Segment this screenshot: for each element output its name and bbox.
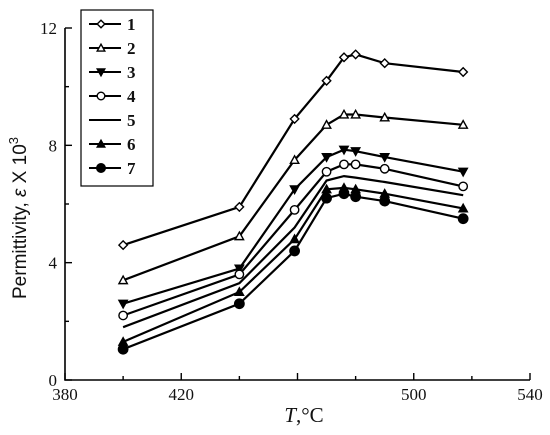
data-point xyxy=(350,108,362,119)
series-line xyxy=(122,192,464,351)
data-point xyxy=(457,213,469,225)
data-point xyxy=(321,153,332,163)
legend-marker xyxy=(96,42,106,52)
y-tick-label: 4 xyxy=(49,254,58,273)
data-point xyxy=(350,147,362,157)
legend-item: 4 xyxy=(89,87,136,106)
legend-marker xyxy=(96,138,106,148)
x-tick-label: 380 xyxy=(52,385,78,404)
legend-item: 2 xyxy=(89,39,136,58)
legend-marker xyxy=(95,162,106,173)
data-point xyxy=(338,145,350,156)
data-point xyxy=(457,119,469,129)
data-point xyxy=(321,183,332,194)
axes: 380 420 500 540 0 4 8 12 xyxy=(40,19,543,404)
data-point xyxy=(289,113,300,125)
x-tick-label: 540 xyxy=(517,385,543,404)
legend-label: 4 xyxy=(127,87,136,106)
y-tick-label: 8 xyxy=(49,136,58,155)
data-point xyxy=(117,274,129,285)
data-point xyxy=(321,166,332,177)
data-point xyxy=(289,185,300,195)
legend-label: 5 xyxy=(127,111,136,130)
legend-label: 7 xyxy=(127,159,136,178)
data-point xyxy=(457,167,469,178)
data-point xyxy=(350,49,361,60)
data-point xyxy=(379,153,391,163)
data-point xyxy=(457,202,469,213)
legend-label: 3 xyxy=(127,63,136,82)
legend: 1 2 3 4 5 6 7 xyxy=(80,9,154,187)
data-point xyxy=(117,299,129,310)
data-point xyxy=(321,192,332,204)
data-point xyxy=(289,233,300,244)
series-line xyxy=(122,174,464,329)
legend-label: 2 xyxy=(127,39,136,58)
series-line xyxy=(122,113,464,282)
data-point xyxy=(117,239,129,251)
series-1 xyxy=(117,49,469,251)
y-axis-label: Permittivity, ε X 103 xyxy=(6,137,31,299)
data-point xyxy=(321,75,332,86)
data-point xyxy=(233,264,245,275)
data-point xyxy=(350,159,361,170)
series-4 xyxy=(118,159,469,321)
series-line xyxy=(122,186,464,343)
data-point xyxy=(379,195,391,207)
data-point xyxy=(234,269,245,280)
legend-marker xyxy=(96,68,106,78)
legend-label: 6 xyxy=(127,135,136,154)
data-point xyxy=(234,201,245,213)
data-point xyxy=(350,191,362,203)
legend-box xyxy=(80,9,154,187)
legend-item: 5 xyxy=(89,111,136,130)
series-3 xyxy=(117,145,469,310)
legend-item: 6 xyxy=(89,135,136,154)
data-point xyxy=(338,108,350,119)
series-5 xyxy=(122,174,464,329)
legend-label: 1 xyxy=(127,15,136,34)
data-point xyxy=(233,230,245,241)
y-tick-label: 0 xyxy=(49,371,58,390)
data-point xyxy=(338,188,350,200)
series-7 xyxy=(117,188,469,355)
legend-item: 3 xyxy=(89,63,136,82)
data-point xyxy=(338,52,350,63)
data-point xyxy=(457,66,469,78)
data-point xyxy=(289,245,300,257)
x-tick-label: 500 xyxy=(401,385,427,404)
data-point xyxy=(233,298,245,310)
series-6 xyxy=(117,182,469,346)
data-point xyxy=(379,58,390,69)
y-tick-label: 12 xyxy=(40,19,57,38)
data-point xyxy=(379,111,391,122)
data-point xyxy=(118,310,129,321)
series-line xyxy=(122,148,464,305)
data-point xyxy=(289,154,300,165)
data-point xyxy=(233,286,245,297)
data-point xyxy=(458,181,469,192)
x-tick-label: 420 xyxy=(169,385,195,404)
series-line xyxy=(122,53,464,247)
data-point xyxy=(339,159,349,170)
legend-item: 7 xyxy=(89,159,136,178)
data-point xyxy=(289,204,300,215)
data-point xyxy=(117,343,129,355)
data-point xyxy=(379,163,390,174)
data-point xyxy=(321,119,332,129)
plot-area xyxy=(117,49,469,355)
legend-marker xyxy=(96,19,106,29)
x-axis-label: T,°C xyxy=(284,403,323,427)
series-2 xyxy=(117,108,469,285)
legend-item: 1 xyxy=(89,15,136,34)
legend-marker xyxy=(96,91,106,101)
